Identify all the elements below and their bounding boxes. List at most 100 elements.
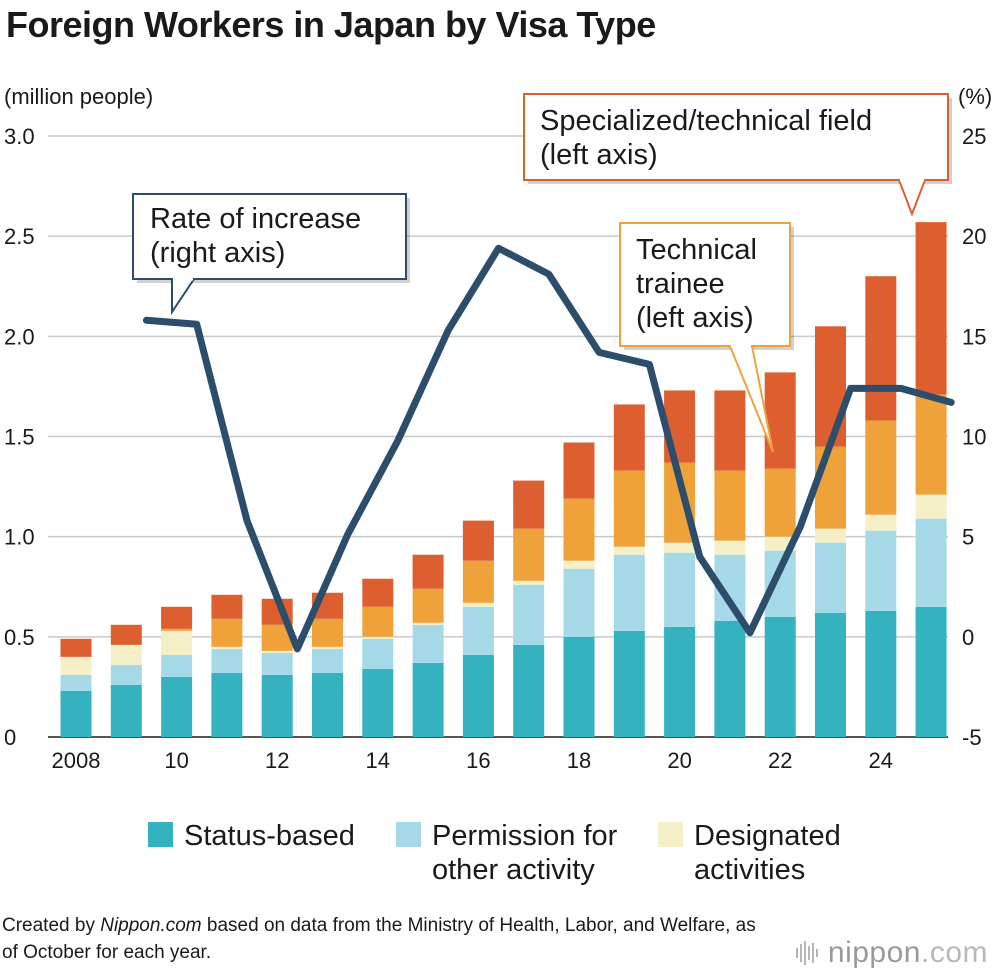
bar-permission-for-other-activity-2024 <box>865 530 897 611</box>
logo-domain: .com <box>920 936 988 969</box>
source-note: Created by Nippon.com based on data from… <box>2 912 762 966</box>
bar-status-based-2014 <box>362 668 394 737</box>
left-tick-label: 2.0 <box>4 324 35 349</box>
sound-bars-icon <box>795 940 820 966</box>
bar-specialized-technical-field-2021 <box>714 390 746 471</box>
legend-label: Status-based <box>184 820 355 852</box>
bar-designated-activities-2013 <box>312 646 343 649</box>
bar-designated-activities-2018 <box>563 560 595 569</box>
bar-designated-activities-2010 <box>161 630 193 655</box>
bar-status-based-2021 <box>714 620 746 737</box>
bar-status-based-2019 <box>613 630 645 737</box>
bar-status-based-2025 <box>915 606 947 737</box>
right-tick-label: 25 <box>962 124 986 149</box>
bar-status-based-2015 <box>412 662 444 737</box>
x-tick-label: 10 <box>164 748 188 773</box>
x-tick-label: 24 <box>869 748 893 773</box>
bar-permission-for-other-activity-2015 <box>412 624 444 663</box>
bar-technical-trainee-2010 <box>161 628 193 631</box>
bar-specialized-technical-field-2019 <box>613 404 645 471</box>
bar-status-based-2016 <box>462 654 494 737</box>
bar-permission-for-other-activity-2020 <box>664 552 696 627</box>
bar-designated-activities-2023 <box>815 528 846 543</box>
callout-box <box>523 93 949 181</box>
x-tick-label: 18 <box>567 748 591 773</box>
bar-status-based-2008 <box>60 690 92 737</box>
bar-permission-for-other-activity-2018 <box>563 568 595 637</box>
bar-specialized-technical-field-2011 <box>211 594 243 619</box>
bar-specialized-technical-field-2014 <box>362 578 394 607</box>
callout-text: (left axis) <box>636 302 754 334</box>
bar-permission-for-other-activity-2016 <box>462 606 494 655</box>
bar-technical-trainee-2025 <box>915 394 947 495</box>
legend-label: other activity <box>432 854 595 886</box>
left-axis-title: (million people) <box>4 84 153 109</box>
callout-text: Rate of increase <box>150 203 361 235</box>
bar-specialized-technical-field-2017 <box>513 480 545 529</box>
bar-specialized-technical-field-2016 <box>462 520 494 561</box>
bar-designated-activities-2014 <box>362 636 394 639</box>
legend-item: Status-based <box>148 820 355 852</box>
bar-status-based-2009 <box>110 684 142 737</box>
legend-label: Designated <box>694 820 841 852</box>
x-tick-label: 22 <box>768 748 792 773</box>
specialized-technical-callout: Specialized/technical field(left axis) <box>523 93 952 217</box>
left-axis: 0 0.5 1.0 1.5 2.0 2.5 3.0 (million people) <box>4 84 153 750</box>
bar-status-based-2011 <box>211 672 243 737</box>
bar-status-based-2023 <box>815 612 846 737</box>
callout-text: (right axis) <box>150 237 285 269</box>
bar-technical-trainee-2016 <box>462 560 494 603</box>
left-tick-label: 1.0 <box>4 525 35 550</box>
bar-status-based-2017 <box>513 644 545 737</box>
bar-permission-for-other-activity-2009 <box>110 664 142 685</box>
chart-canvas: 0 0.5 1.0 1.5 2.0 2.5 3.0 (million people) -5 0 5… <box>4 84 992 886</box>
bar-permission-for-other-activity-2013 <box>312 648 343 673</box>
bar-specialized-technical-field-2023 <box>815 326 846 447</box>
right-tick-label: 15 <box>962 324 986 349</box>
bar-permission-for-other-activity-2019 <box>613 554 645 631</box>
callout-pointer <box>897 179 927 217</box>
logo-name: nippon <box>827 936 921 969</box>
bar-specialized-technical-field-2008 <box>60 638 92 657</box>
stacked-bars <box>60 222 947 737</box>
bar-designated-activities-2024 <box>865 514 897 531</box>
right-tick-label: 20 <box>962 224 986 249</box>
left-tick-label: 1.5 <box>4 425 35 450</box>
bar-status-based-2012 <box>261 674 293 737</box>
right-axis: -5 0 5 10 15 20 25 (%) <box>958 84 992 750</box>
bar-status-based-2024 <box>865 610 897 737</box>
bar-technical-trainee-2023 <box>815 446 846 529</box>
bar-specialized-technical-field-2024 <box>865 276 897 421</box>
legend-swatch <box>396 822 421 847</box>
left-tick-label: 0.5 <box>4 625 35 650</box>
bar-designated-activities-2012 <box>261 650 293 653</box>
bar-permission-for-other-activity-2008 <box>60 674 92 691</box>
bar-technical-trainee-2011 <box>211 618 243 647</box>
bar-status-based-2018 <box>563 636 595 737</box>
x-tick-label: 12 <box>265 748 289 773</box>
bar-technical-trainee-2022 <box>764 468 796 537</box>
callout-box <box>619 222 791 347</box>
bar-designated-activities-2015 <box>412 622 444 625</box>
callout-text: Technical <box>636 234 757 266</box>
callout-pointer <box>171 278 196 316</box>
bar-designated-activities-2017 <box>513 580 545 585</box>
bar-technical-trainee-2014 <box>362 606 394 637</box>
bar-technical-trainee-2021 <box>714 470 746 541</box>
bar-designated-activities-2025 <box>915 494 947 519</box>
x-tick-label: 16 <box>466 748 490 773</box>
bar-status-based-2020 <box>664 626 696 737</box>
bar-permission-for-other-activity-2017 <box>513 584 545 645</box>
rate-of-increase-callout: Rate of increase(right axis) <box>132 193 410 316</box>
bar-designated-activities-2016 <box>462 602 494 607</box>
bar-designated-activities-2011 <box>211 646 243 649</box>
annotations: Rate of increase(right axis) Specialized/… <box>132 93 952 453</box>
bar-permission-for-other-activity-2022 <box>764 550 796 617</box>
source-name: Nippon.com <box>100 915 202 936</box>
left-tick-label: 2.5 <box>4 224 35 249</box>
bar-status-based-2022 <box>764 616 796 737</box>
